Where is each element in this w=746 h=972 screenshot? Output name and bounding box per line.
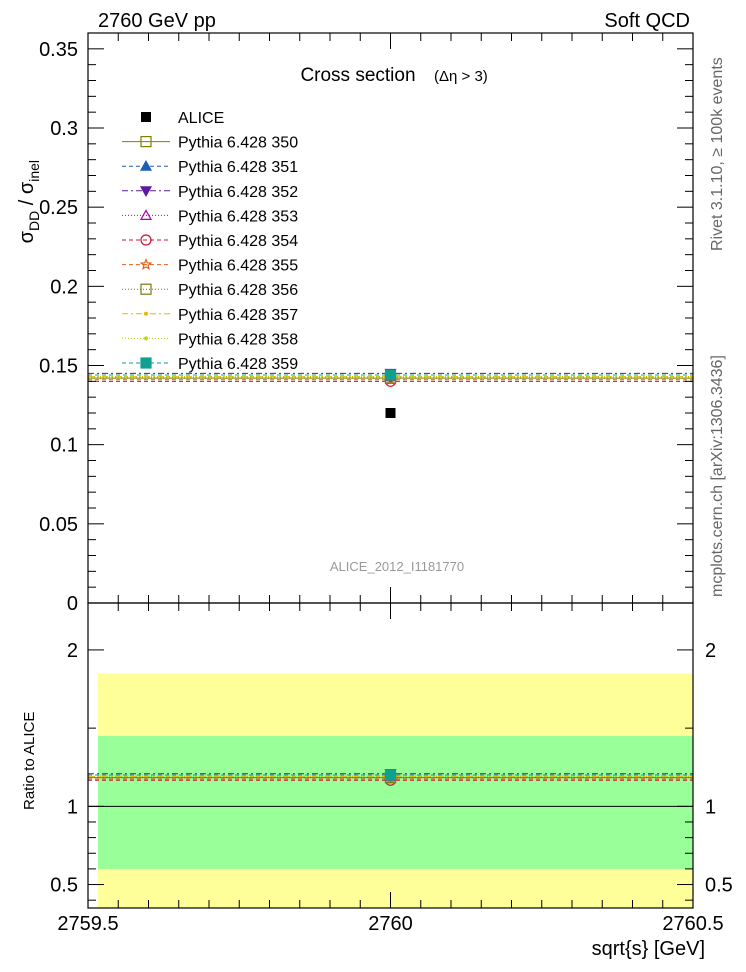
data-point xyxy=(385,408,396,418)
y-tick-label-2: 0.1 xyxy=(50,435,78,457)
chart-title-sub: (Δη > 3) xyxy=(434,68,488,85)
ratio-y-tick-label-2: 2 xyxy=(67,640,78,662)
y-tick-label-0: 0 xyxy=(67,593,78,615)
y-tick-label-6: 0.3 xyxy=(50,118,78,140)
legend-label-5: Pythia 6.428 355 xyxy=(178,258,298,275)
ratio-y-tick-label-right-1: 1 xyxy=(705,796,716,818)
ratio-band-inner xyxy=(98,735,693,869)
main-panel: 0 0.05 0.1 0.15 0.2 0.25 0.3 0.35 Cross section… xyxy=(16,32,694,615)
ratio-y-tick-label-right-0: 0.5 xyxy=(705,875,733,897)
rivet-label: Rivet 3.1.10, ≥ 100k events xyxy=(709,57,726,251)
legend-label-4: Pythia 6.428 354 xyxy=(178,233,298,250)
y-tick-label-1: 0.05 xyxy=(39,514,78,536)
ratio-point-9 xyxy=(384,769,397,781)
x-tick-label-1: 2760 xyxy=(368,913,413,935)
x-axis-label: sqrt{s} [GeV] xyxy=(592,938,705,960)
legend-label-8: Pythia 6.428 358 xyxy=(178,331,298,348)
legend-label-1: Pythia 6.428 351 xyxy=(178,159,298,176)
legend-marker-1 xyxy=(139,159,153,171)
legend-label-7: Pythia 6.428 357 xyxy=(178,307,298,324)
ratio-y-tick-label-0: 0.5 xyxy=(50,875,78,897)
main-axis-ticks: 0 0.05 0.1 0.15 0.2 0.25 0.3 0.35 xyxy=(39,33,694,615)
legend-label-2: Pythia 6.428 352 xyxy=(178,184,298,201)
analysis-label: ALICE_2012_I1181770 xyxy=(330,559,464,574)
y-tick-label-7: 0.35 xyxy=(39,39,78,61)
y-tick-label-4: 0.2 xyxy=(50,276,78,298)
legend-marker-0 xyxy=(140,136,152,148)
legend-marker-6 xyxy=(140,283,152,295)
y-tick-label-5: 0.25 xyxy=(39,197,78,219)
legend-label-0: Pythia 6.428 350 xyxy=(178,135,298,152)
legend-marker-3 xyxy=(139,209,153,220)
header-right-label: Soft QCD xyxy=(604,10,690,32)
chart-title: Cross section xyxy=(300,65,415,86)
ratio-panel: 0.5 0.5 1 1 2 2 Ratio to ALICE xyxy=(21,602,733,909)
x-axis-tick-labels: 2759.5 2760 2760.5 xyxy=(57,913,723,935)
x-tick-label-2: 2760.5 xyxy=(662,913,723,935)
series-point-9 xyxy=(384,369,397,381)
legend-label-3: Pythia 6.428 353 xyxy=(178,208,298,225)
mcplots-label: mcplots.cern.ch [arXiv:1306.3436] xyxy=(709,355,726,597)
legend-marker-data xyxy=(141,112,151,122)
legend: ALICE Pythia 6.428 350 Pythia 6.428 351 Pyt… xyxy=(122,110,298,373)
legend-label-data: ALICE xyxy=(178,110,224,127)
legend-marker-4 xyxy=(140,234,152,246)
ratio-frame xyxy=(87,602,694,909)
header-left-label: 2760 GeV pp xyxy=(98,10,216,32)
ratio-markers xyxy=(384,768,397,786)
legend-marker-2 xyxy=(139,186,153,198)
legend-label-6: Pythia 6.428 356 xyxy=(178,282,298,299)
legend-marker-5 xyxy=(139,258,153,270)
ratio-lines xyxy=(88,773,693,781)
y-axis-label: σDD / σinel xyxy=(16,160,42,243)
ratio-y-tick-label-1: 1 xyxy=(67,796,78,818)
ratio-y-axis-label: Ratio to ALICE xyxy=(21,712,38,810)
legend-label-9: Pythia 6.428 359 xyxy=(178,356,298,373)
legend-marker-7 xyxy=(144,311,148,316)
legend-marker-8 xyxy=(144,336,148,341)
ratio-y-tick-label-right-2: 2 xyxy=(705,640,716,662)
legend-marker-9 xyxy=(140,357,152,369)
y-tick-label-3: 0.15 xyxy=(39,356,78,378)
x-tick-label-0: 2759.5 xyxy=(57,913,118,935)
ratio-bands xyxy=(88,673,693,908)
mc-markers xyxy=(384,368,397,418)
